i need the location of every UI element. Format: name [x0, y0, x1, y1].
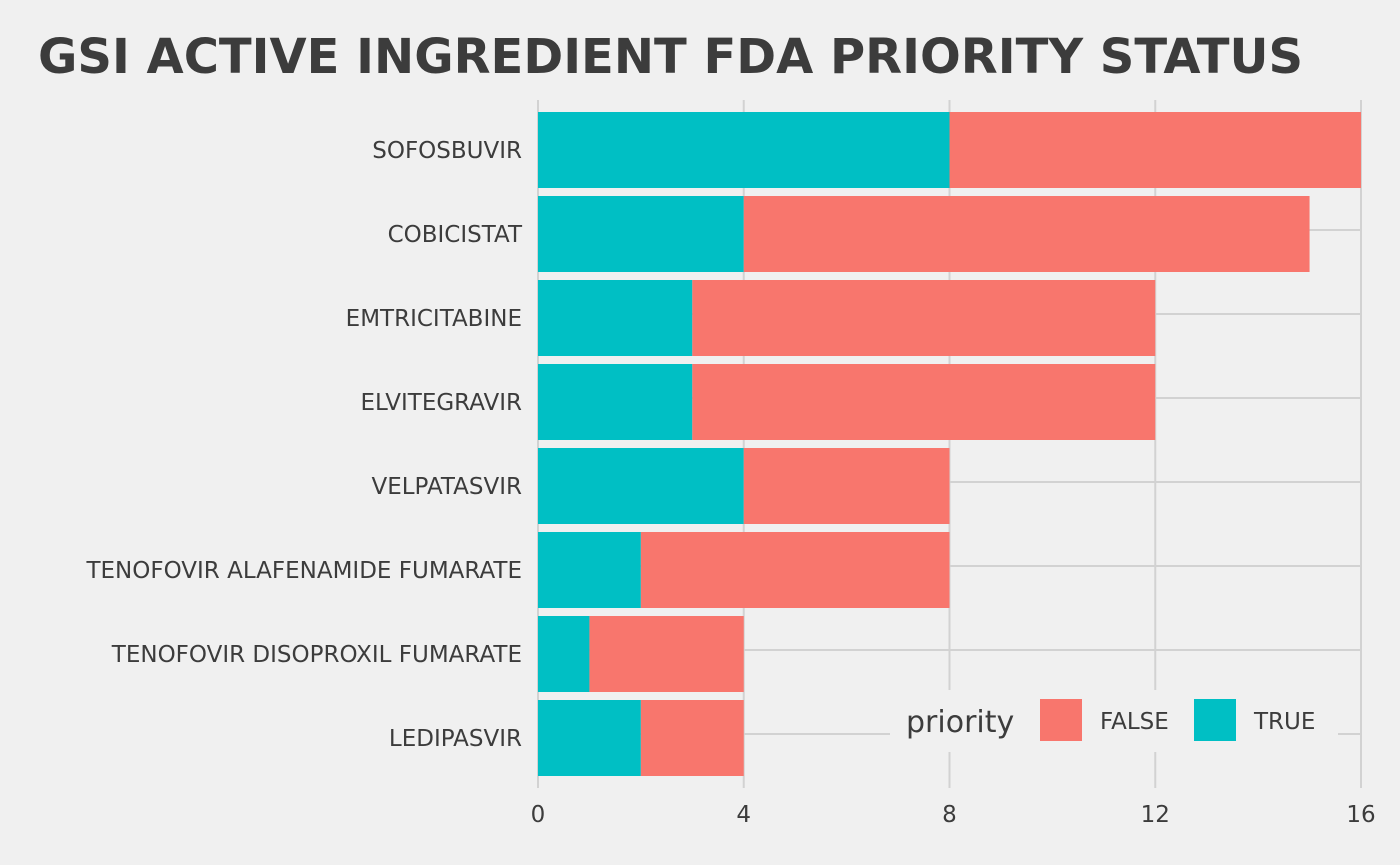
- x-tick-label: 0: [531, 802, 546, 828]
- legend-title: priority: [906, 705, 1014, 740]
- legend: priority FALSE TRUE: [890, 690, 1338, 752]
- category-label: EMTRICITABINE: [346, 306, 522, 332]
- bar-false: [692, 364, 1156, 440]
- category-label: LEDIPASVIR: [389, 726, 522, 752]
- x-tick-label: 4: [736, 802, 751, 828]
- chart-title: GSI ACTIVE INGREDIENT FDA PRIORITY STATU…: [38, 29, 1303, 85]
- category-label: SOFOSBUVIR: [372, 138, 522, 164]
- bar-true: [538, 112, 950, 188]
- category-label: TENOFOVIR DISOPROXIL FUMARATE: [111, 642, 522, 668]
- bar-true: [538, 700, 641, 776]
- legend-swatch-true: [1194, 699, 1236, 741]
- legend-label-true: TRUE: [1253, 709, 1315, 735]
- bar-true: [538, 280, 693, 356]
- bar-false: [743, 448, 950, 524]
- bar-true: [538, 616, 590, 692]
- legend-label-false: FALSE: [1100, 709, 1169, 735]
- x-tick-label: 16: [1346, 802, 1375, 828]
- category-labels: SOFOSBUVIR COBICISTAT EMTRICITABINE ELVITEG…: [85, 138, 522, 752]
- bar-false: [640, 532, 950, 608]
- bar-false: [949, 112, 1361, 188]
- bars: [538, 112, 1361, 776]
- category-label: ELVITEGRAVIR: [360, 390, 522, 416]
- category-label: VELPATASVIR: [371, 474, 522, 500]
- bar-false: [640, 700, 744, 776]
- legend-swatch-false: [1040, 699, 1082, 741]
- bar-false: [743, 196, 1310, 272]
- bar-true: [538, 196, 744, 272]
- bar-false: [589, 616, 744, 692]
- bar-true: [538, 364, 693, 440]
- category-label: COBICISTAT: [388, 222, 523, 248]
- x-tick-label: 12: [1141, 802, 1170, 828]
- category-label: TENOFOVIR ALAFENAMIDE FUMARATE: [85, 558, 522, 584]
- legend-background: [890, 690, 1338, 752]
- x-axis-ticks: 0 4 8 12 16: [531, 802, 1376, 828]
- bar-true: [538, 448, 744, 524]
- x-tick-label: 8: [942, 802, 957, 828]
- bar-true: [538, 532, 641, 608]
- bar-false: [692, 280, 1156, 356]
